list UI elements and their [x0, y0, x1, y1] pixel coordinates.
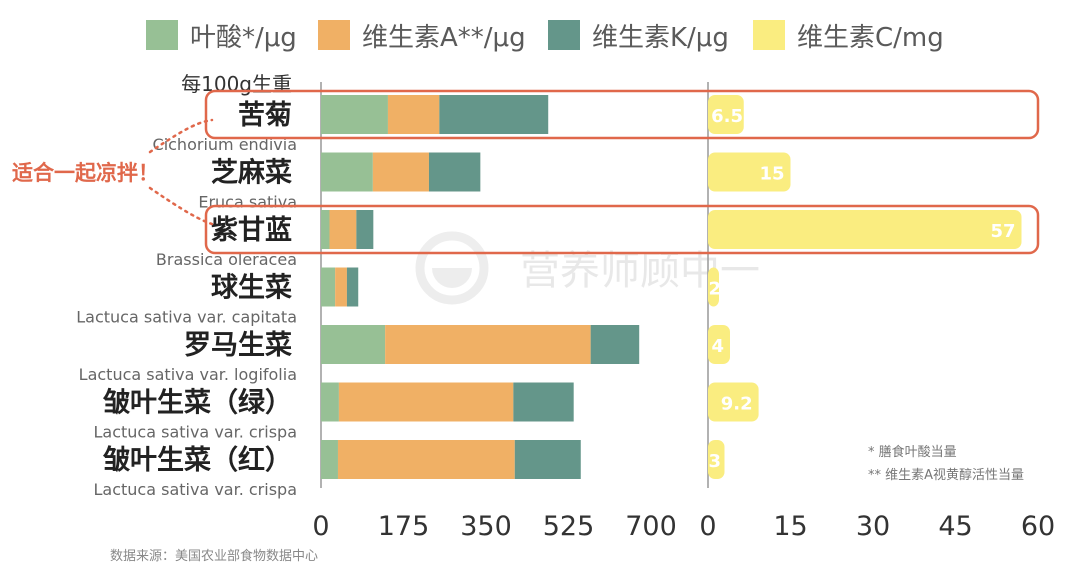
watermark-bowl-icon — [432, 268, 472, 288]
category-name-4: 罗马生菜 — [184, 330, 292, 361]
legend-swatch-0 — [146, 20, 178, 50]
bar-left-s0-r4 — [321, 325, 386, 364]
category-name-3: 球生菜 — [211, 273, 292, 304]
bar-left-s1-r4 — [385, 325, 591, 364]
highlight-box-0 — [204, 89, 1040, 140]
note-vitamin-a: ** 维生素A视黄醇活性当量 — [868, 467, 1024, 483]
right-tick-4: 60 — [1021, 511, 1055, 542]
legend: 叶酸*/μg 维生素A**/μg 维生素K/μg 维生素C/mg — [146, 20, 944, 53]
legend-label-2: 维生素K/μg — [592, 23, 729, 53]
bar-left-s2-r3 — [346, 267, 359, 307]
bar-left-s2-r6 — [514, 440, 581, 479]
note-folate: * 膳食叶酸当量 — [868, 444, 957, 460]
legend-label-0: 叶酸*/μg — [190, 23, 297, 53]
bar-right-r2 — [708, 210, 1022, 249]
value-label-r4: 4 — [711, 336, 724, 357]
category-name-5: 皱叶生菜（绿） — [102, 388, 292, 419]
bar-left-s1-r2 — [329, 210, 357, 249]
category-name-2: 紫甘蓝 — [211, 215, 292, 246]
notes: * 膳食叶酸当量 ** 维生素A视黄醇活性当量 — [868, 444, 1024, 483]
category-name-0: 苦菊 — [238, 100, 292, 131]
bar-left-s2-r2 — [356, 210, 374, 249]
legend-swatch-2 — [548, 20, 580, 50]
right-tick-2: 30 — [856, 511, 890, 542]
legend-swatch-1 — [318, 20, 350, 50]
value-label-r2: 57 — [990, 221, 1015, 242]
annotation: 适合一起凉拌！ — [12, 118, 214, 226]
category-latin-4: Lactuca sativa var. logifolia — [79, 365, 297, 384]
bar-left-s0-r6 — [321, 440, 338, 479]
category-latin-2: Brassica oleracea — [156, 250, 297, 269]
bar-left-s0-r0 — [321, 95, 388, 134]
bar-right-r0 — [708, 95, 744, 134]
legend-label-3: 维生素C/mg — [797, 23, 944, 53]
value-label-r6: 3 — [708, 451, 721, 472]
bar-left-s1-r5 — [338, 382, 514, 422]
left-tick-3: 525 — [543, 511, 595, 542]
left-tick-4: 700 — [625, 511, 677, 542]
category-labels: 苦菊 Cichorium endivia 芝麻菜 Eruca sativa 紫甘蓝 Bra… — [76, 100, 297, 499]
bar-left-s1-r0 — [387, 95, 440, 134]
value-label-r3: 2 — [708, 279, 721, 300]
bar-left-s1-r1 — [372, 152, 429, 192]
bar-right-r1 — [708, 152, 791, 192]
left-panel: 0 175 350 525 700 — [312, 82, 677, 542]
bar-left-s0-r2 — [321, 210, 330, 249]
annotation-text: 适合一起凉拌！ — [12, 161, 159, 185]
value-label-r1: 15 — [759, 164, 784, 185]
category-latin-1: Eruca sativa — [198, 193, 297, 212]
left-tick-0: 0 — [312, 511, 329, 542]
left-tick-2: 350 — [460, 511, 512, 542]
category-latin-5: Lactuca sativa var. crispa — [93, 423, 297, 442]
bar-left-s0-r1 — [321, 152, 373, 192]
category-name-6: 皱叶生菜（红） — [102, 444, 292, 476]
right-tick-3: 45 — [938, 511, 972, 542]
right-tick-0: 0 — [699, 511, 716, 542]
bar-left-s0-r3 — [321, 267, 336, 307]
watermark-logo-icon — [415, 231, 489, 305]
bar-left-s1-r6 — [337, 440, 515, 479]
watermark: 营养师顾中一 — [415, 231, 760, 305]
left-tick-1: 175 — [378, 511, 430, 542]
highlight-box-2 — [204, 204, 1040, 255]
unit-label: 每100g生重 — [181, 72, 292, 96]
value-label-r0: 6.5 — [711, 106, 743, 127]
legend-label-1: 维生素A**/μg — [362, 23, 526, 53]
highlight-boxes — [204, 89, 1040, 255]
bar-left-s0-r5 — [321, 382, 339, 422]
right-tick-1: 15 — [773, 511, 807, 542]
bar-left-s1-r3 — [335, 267, 347, 307]
bar-left-s2-r0 — [439, 95, 549, 134]
bar-right-r6 — [708, 440, 725, 479]
bar-right-r5 — [708, 382, 759, 422]
value-label-r5: 9.2 — [721, 394, 753, 415]
legend-swatch-3 — [753, 20, 785, 50]
bar-left-s2-r4 — [590, 325, 640, 364]
watermark-text: 营养师顾中一 — [520, 248, 760, 294]
category-latin-6: Lactuca sativa var. crispa — [93, 480, 297, 499]
bar-right-r4 — [708, 325, 730, 364]
bar-right-r3 — [708, 267, 719, 307]
category-name-1: 芝麻菜 — [211, 158, 292, 189]
category-latin-3: Lactuca sativa var. capitata — [76, 308, 297, 327]
data-source: 数据来源：美国农业部食物数据中心 — [110, 548, 318, 564]
annotation-curve-top — [148, 118, 214, 154]
bar-left-s2-r5 — [513, 382, 574, 422]
bar-left-s2-r1 — [428, 152, 481, 192]
category-latin-0: Cichorium endivia — [153, 135, 297, 154]
